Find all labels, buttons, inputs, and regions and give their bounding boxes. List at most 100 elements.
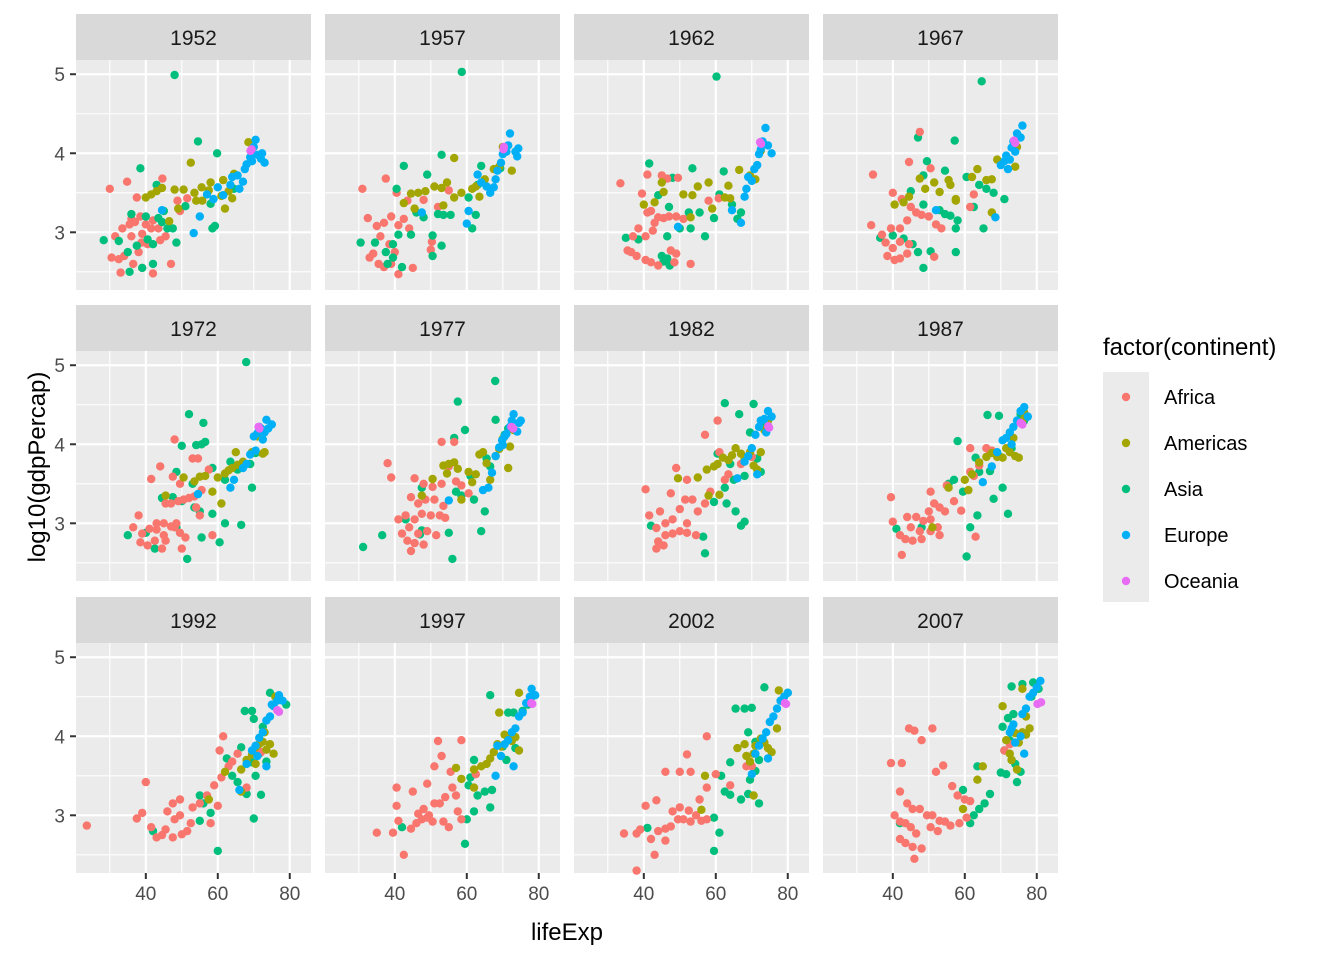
data-point-africa bbox=[906, 523, 915, 532]
data-point-africa bbox=[661, 519, 670, 528]
data-point-asia bbox=[962, 552, 971, 561]
data-point-americas bbox=[973, 775, 982, 784]
data-point-asia bbox=[951, 247, 960, 257]
data-point-europe bbox=[267, 420, 276, 429]
data-point-asia bbox=[946, 211, 955, 220]
data-point-africa bbox=[206, 819, 215, 828]
data-point-europe bbox=[1016, 732, 1025, 741]
data-point-africa bbox=[675, 504, 684, 514]
data-point-americas bbox=[505, 442, 515, 451]
data-point-africa bbox=[673, 173, 683, 182]
data-point-africa bbox=[154, 224, 163, 233]
facet-strip bbox=[76, 305, 311, 351]
data-point-asia bbox=[712, 72, 721, 81]
data-point-americas bbox=[700, 771, 710, 780]
data-point-europe bbox=[493, 166, 502, 175]
data-point-africa bbox=[910, 854, 919, 863]
data-point-africa bbox=[129, 259, 138, 269]
data-point-africa bbox=[426, 245, 435, 254]
data-point-americas bbox=[450, 153, 459, 163]
data-point-asia bbox=[740, 471, 749, 481]
data-point-africa bbox=[417, 509, 426, 518]
facet-strip-label: 1987 bbox=[917, 318, 964, 341]
data-point-africa bbox=[939, 761, 948, 770]
facet-strip bbox=[574, 597, 809, 643]
data-point-africa bbox=[132, 814, 141, 823]
facet-panel-1952: 1952 bbox=[76, 14, 311, 290]
facet-panel-1992: 1992 bbox=[76, 597, 311, 873]
data-point-asia bbox=[951, 224, 960, 233]
data-point-asia bbox=[966, 523, 975, 532]
data-point-americas bbox=[453, 464, 462, 473]
data-point-asia bbox=[206, 808, 215, 818]
data-point-africa bbox=[897, 758, 906, 768]
data-point-europe bbox=[507, 416, 516, 425]
data-point-europe bbox=[1018, 121, 1027, 130]
data-point-europe bbox=[736, 218, 746, 227]
data-point-africa bbox=[414, 499, 423, 508]
data-point-africa bbox=[177, 544, 186, 553]
data-point-americas bbox=[704, 178, 713, 187]
data-point-asia bbox=[439, 210, 448, 220]
data-point-asia bbox=[184, 410, 194, 419]
data-point-africa bbox=[122, 177, 132, 186]
data-point-americas bbox=[514, 688, 524, 697]
data-point-americas bbox=[486, 475, 495, 484]
data-point-africa bbox=[147, 474, 156, 484]
data-point-americas bbox=[161, 491, 170, 500]
data-point-asia bbox=[754, 799, 764, 808]
data-point-africa bbox=[930, 252, 939, 261]
data-point-americas bbox=[1025, 724, 1034, 733]
data-point-africa bbox=[166, 259, 176, 269]
data-point-europe bbox=[747, 176, 756, 186]
data-point-africa bbox=[138, 529, 147, 538]
data-point-asia bbox=[428, 251, 437, 261]
data-point-europe bbox=[1009, 422, 1018, 432]
data-point-asia bbox=[983, 410, 992, 420]
data-point-africa bbox=[457, 481, 466, 490]
data-point-asia bbox=[114, 236, 124, 246]
data-point-africa bbox=[134, 247, 143, 257]
data-point-africa bbox=[439, 501, 448, 511]
data-point-africa bbox=[654, 261, 663, 270]
data-point-africa bbox=[376, 232, 385, 241]
data-point-asia bbox=[491, 415, 500, 424]
data-point-americas bbox=[951, 196, 960, 205]
data-point-americas bbox=[475, 192, 484, 201]
data-point-africa bbox=[82, 821, 92, 830]
data-point-asia bbox=[464, 193, 473, 202]
data-point-americas bbox=[693, 182, 702, 191]
data-point-africa bbox=[166, 499, 176, 508]
data-point-africa bbox=[720, 475, 729, 484]
data-point-americas bbox=[735, 165, 744, 175]
data-point-americas bbox=[774, 686, 783, 695]
data-point-europe bbox=[516, 416, 525, 425]
data-point-africa bbox=[901, 534, 910, 544]
panel-background bbox=[574, 60, 809, 290]
data-point-africa bbox=[437, 751, 446, 761]
data-point-asia bbox=[1003, 509, 1013, 518]
data-point-europe bbox=[493, 741, 502, 750]
data-point-africa bbox=[675, 527, 684, 536]
data-point-asia bbox=[123, 531, 132, 540]
data-point-asia bbox=[663, 232, 672, 241]
data-point-asia bbox=[469, 755, 479, 765]
data-point-europe bbox=[513, 152, 522, 161]
data-point-americas bbox=[457, 495, 466, 504]
data-point-africa bbox=[957, 506, 966, 515]
data-point-africa bbox=[406, 824, 416, 833]
panel-background bbox=[823, 351, 1058, 581]
data-point-africa bbox=[700, 430, 710, 439]
panel-background bbox=[76, 643, 311, 873]
data-point-americas bbox=[417, 491, 426, 500]
data-point-europe bbox=[253, 751, 262, 761]
facet-strip bbox=[823, 597, 1058, 643]
data-point-americas bbox=[1007, 755, 1016, 765]
data-point-americas bbox=[928, 523, 937, 532]
data-point-americas bbox=[468, 478, 477, 487]
data-point-americas bbox=[251, 759, 260, 769]
data-point-africa bbox=[883, 251, 892, 261]
data-point-asia bbox=[150, 544, 159, 553]
data-point-europe bbox=[1021, 704, 1031, 713]
data-point-africa bbox=[195, 511, 204, 520]
